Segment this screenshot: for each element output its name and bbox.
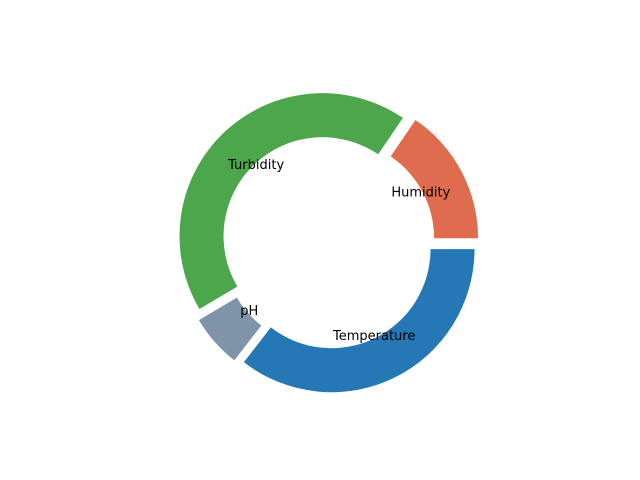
slice-label-turbidity: Turbidity [227, 158, 284, 173]
slice-label-temperature: Temperature [332, 329, 415, 344]
slice-turbidity [179, 93, 403, 309]
slice-temperature [243, 249, 475, 393]
slice-labels: Humidity Turbidity pH Temperature [227, 158, 450, 344]
slice-humidity [390, 119, 479, 239]
slice-label-humidity: Humidity [391, 185, 450, 200]
donut-slices [179, 93, 479, 393]
slice-label-ph: pH [240, 304, 258, 319]
slice-ph [198, 297, 262, 361]
